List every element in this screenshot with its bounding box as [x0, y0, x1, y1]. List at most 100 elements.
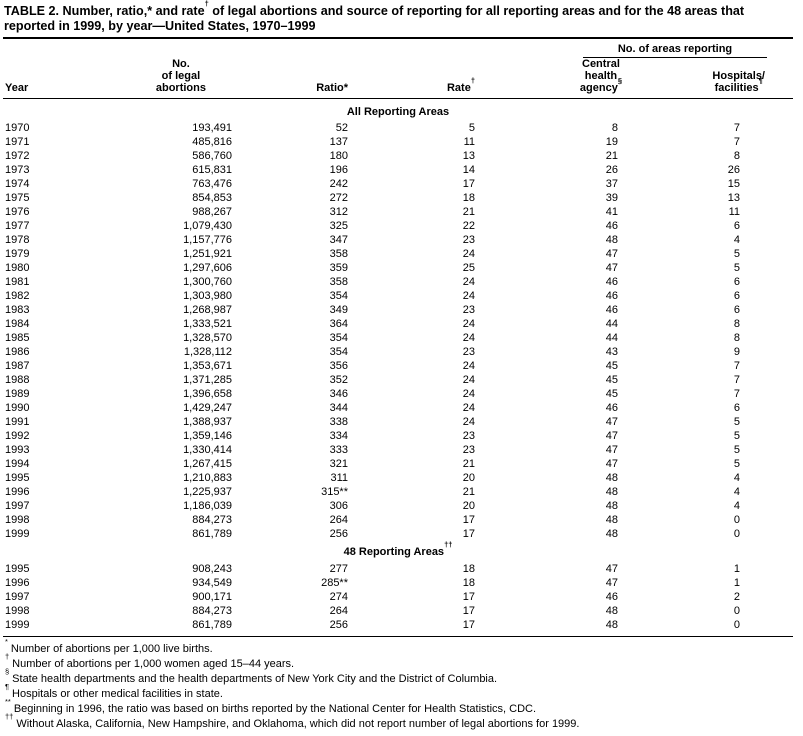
cell-abortions: 1,396,658 — [183, 388, 232, 400]
cell-spacer — [740, 191, 793, 205]
table-row: 1995 1,210,883 311 20 48 4 — [3, 471, 793, 485]
cell-abortions: 193,491 — [192, 122, 232, 134]
cell-spacer — [740, 317, 793, 331]
cell-abortions: 1,328,570 — [183, 332, 232, 344]
cell-rate: 24 — [462, 332, 475, 344]
cell-ratio: 315** — [321, 486, 348, 498]
cell-spacer — [740, 513, 793, 527]
footnote-text: Hospitals or other medical facilities in… — [12, 688, 223, 700]
cell-spacer — [740, 135, 793, 149]
table-row: 1986 1,328,112 354 23 43 9 — [3, 345, 793, 359]
cell-year: 1998 — [5, 605, 30, 617]
cell-rate: 23 — [462, 304, 475, 316]
table-row: 1987 1,353,671 356 24 45 7 — [3, 359, 793, 373]
cell-spacer — [740, 247, 793, 261]
table-row: 1971 485,816 137 11 19 7 — [3, 135, 793, 149]
cell-central-agency: 48 — [605, 234, 618, 246]
table-title: TABLE 2. Number, ratio,* and rate† of le… — [3, 0, 793, 39]
cell-rate: 23 — [462, 430, 475, 442]
footnote-text: Number of abortions per 1,000 women aged… — [12, 658, 295, 670]
cell-spacer — [740, 121, 793, 135]
cell-rate: 17 — [462, 605, 475, 617]
cell-rate: 23 — [462, 346, 475, 358]
footnote: §State health departments and the health… — [5, 666, 498, 685]
cell-spacer — [740, 485, 793, 499]
cell-abortions: 1,333,521 — [183, 318, 232, 330]
areas-reporting-spanner: No. of areas reporting — [583, 43, 767, 58]
cell-year: 1971 — [5, 136, 30, 148]
cell-spacer — [740, 604, 793, 618]
cell-rate: 18 — [462, 577, 475, 589]
table-row: 1983 1,268,987 349 23 46 6 — [3, 303, 793, 317]
cell-abortions: 900,171 — [192, 591, 232, 603]
cell-central-agency: 46 — [605, 304, 618, 316]
cell-spacer — [740, 275, 793, 289]
cell-central-agency: 48 — [605, 486, 618, 498]
cell-central-agency: 45 — [605, 360, 618, 372]
cell-central-agency: 26 — [605, 164, 618, 176]
cell-spacer — [740, 415, 793, 429]
cell-abortions: 615,831 — [192, 164, 232, 176]
cell-hospitals: 6 — [733, 402, 740, 414]
table-row: 1991 1,388,937 338 24 47 5 — [3, 415, 793, 429]
cell-abortions: 1,303,980 — [183, 290, 232, 302]
cell-ratio: 256 — [329, 528, 348, 540]
table-row: 1993 1,330,414 333 23 47 5 — [3, 443, 793, 457]
cell-rate: 21 — [462, 206, 475, 218]
cell-ratio: 344 — [329, 402, 348, 414]
table-row: 1982 1,303,980 354 24 46 6 — [3, 289, 793, 303]
cell-abortions: 1,330,414 — [183, 444, 232, 456]
cell-year: 1980 — [5, 262, 30, 274]
cell-spacer — [740, 345, 793, 359]
cell-spacer — [740, 177, 793, 191]
footnotes: *Number of abortions per 1,000 live birt… — [3, 638, 793, 732]
table-row: 1970 193,491 52 5 8 7 — [3, 121, 793, 135]
cell-ratio: 311 — [330, 472, 348, 484]
cell-spacer — [740, 149, 793, 163]
cell-rate: 11 — [463, 136, 475, 148]
cell-spacer — [740, 576, 793, 590]
cell-year: 1977 — [5, 220, 30, 232]
cell-rate: 24 — [462, 416, 475, 428]
cell-hospitals: 1 — [733, 577, 740, 589]
cell-year: 1984 — [5, 318, 30, 330]
cell-year: 1982 — [5, 290, 30, 302]
cell-hospitals: 6 — [733, 304, 740, 316]
table-row: 1998 884,273 264 17 48 0 — [3, 513, 793, 527]
footnote: †Number of abortions per 1,000 women age… — [5, 651, 295, 670]
cell-spacer — [740, 590, 793, 604]
cell-spacer — [740, 401, 793, 415]
title-text: TABLE 2. Number, ratio,* and rate — [4, 4, 205, 18]
cell-abortions: 934,549 — [192, 577, 232, 589]
cell-hospitals: 0 — [733, 605, 740, 617]
cell-central-agency: 47 — [605, 248, 618, 260]
cell-abortions: 763,476 — [192, 178, 232, 190]
cell-year: 1999 — [5, 528, 30, 540]
table-row: 1995 908,243 277 18 47 1 — [3, 562, 793, 576]
cell-hospitals: 13 — [727, 192, 740, 204]
cell-year: 1985 — [5, 332, 30, 344]
cell-abortions: 1,267,415 — [183, 458, 232, 470]
cell-hospitals: 7 — [733, 360, 740, 372]
cell-abortions: 1,210,883 — [183, 472, 232, 484]
cell-hospitals: 5 — [733, 248, 740, 260]
col-header-ratio: Ratio* — [232, 58, 348, 99]
cell-central-agency: 41 — [605, 206, 618, 218]
cell-central-agency: 48 — [605, 619, 618, 631]
cell-year: 1992 — [5, 430, 30, 442]
cell-rate: 24 — [462, 276, 475, 288]
table-row: 1992 1,359,146 334 23 47 5 — [3, 429, 793, 443]
cell-year: 1975 — [5, 192, 30, 204]
cell-central-agency: 48 — [605, 514, 618, 526]
cell-ratio: 359 — [329, 262, 348, 274]
cell-hospitals: 5 — [733, 458, 740, 470]
title-text-continued: of legal abortions and source of reporti… — [4, 4, 745, 33]
cell-hospitals: 4 — [733, 486, 740, 498]
cell-abortions: 1,225,937 — [183, 486, 232, 498]
cell-abortions: 861,789 — [192, 619, 232, 631]
abortions-table: No. of areas reporting Year No. of legal… — [3, 39, 793, 637]
cell-ratio: 354 — [329, 346, 348, 358]
cell-ratio: 338 — [329, 416, 348, 428]
cell-hospitals: 0 — [733, 514, 740, 526]
cell-central-agency: 37 — [605, 178, 618, 190]
